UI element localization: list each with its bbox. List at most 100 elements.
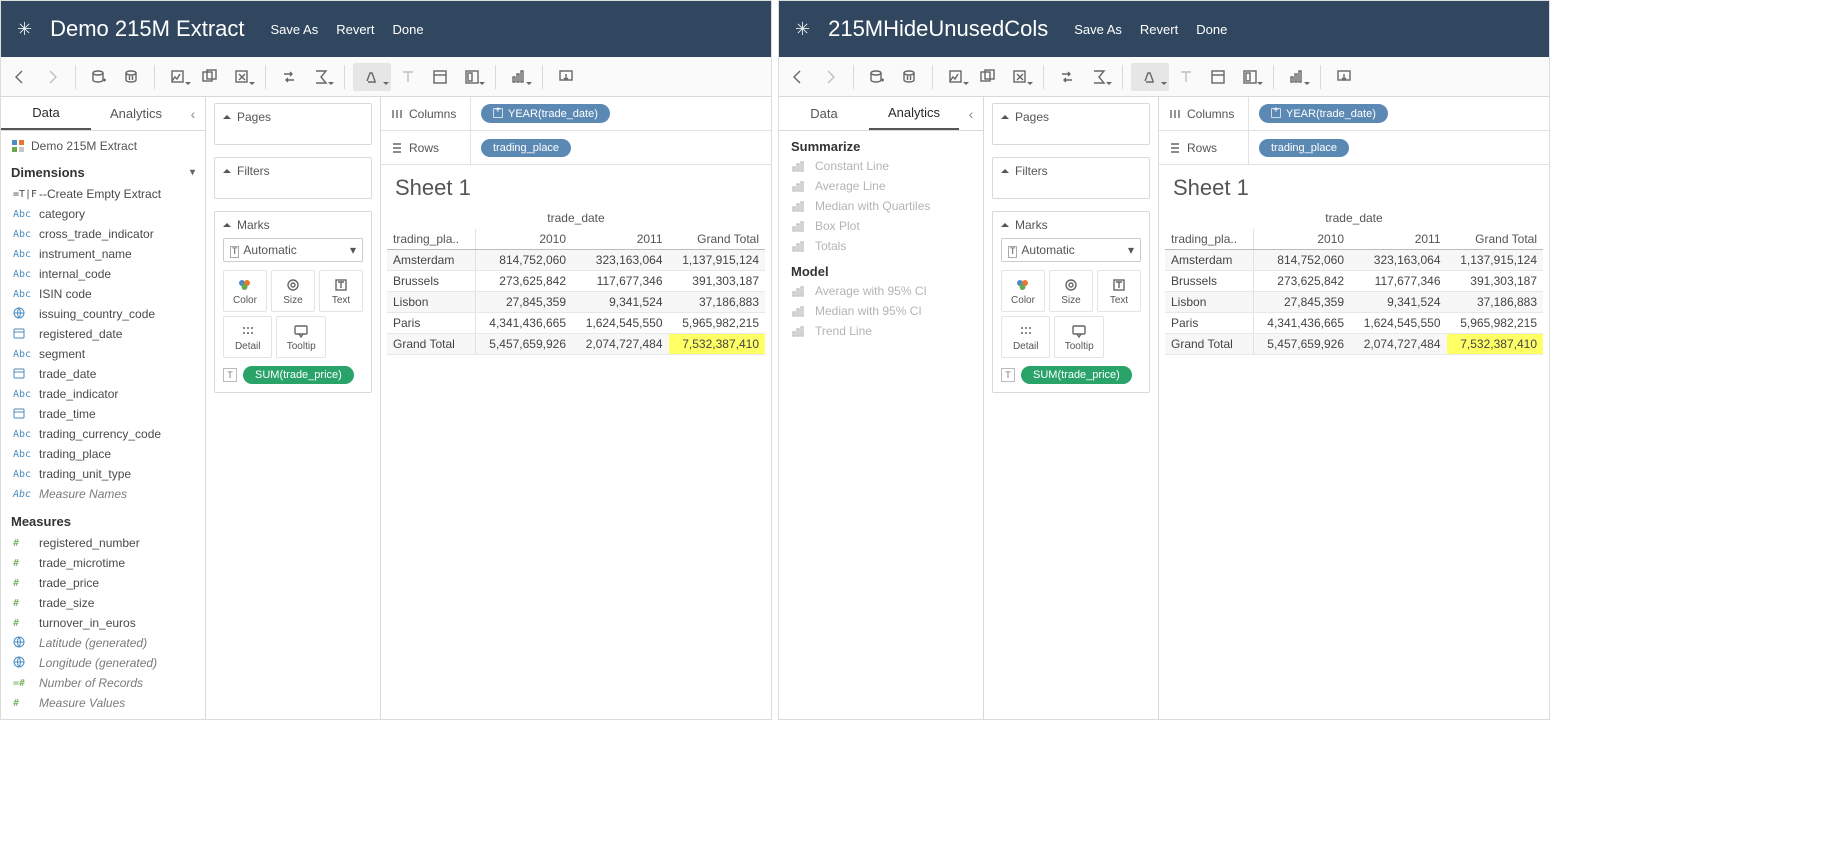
columns-pill-year-trade-date[interactable]: YEAR(trade_date) bbox=[1259, 104, 1388, 123]
mark-color-button[interactable]: Color bbox=[1001, 270, 1045, 312]
field-trade-indicator[interactable]: Abctrade_indicator bbox=[1, 384, 205, 404]
clear-sheet-button[interactable] bbox=[227, 63, 257, 91]
field-internal-code[interactable]: Abcinternal_code bbox=[1, 264, 205, 284]
columns-pill-year-trade-date[interactable]: YEAR(trade_date) bbox=[481, 104, 610, 123]
tab-data[interactable]: Data bbox=[779, 97, 869, 130]
save-as-button[interactable]: Save As bbox=[271, 22, 319, 37]
mark-detail-button[interactable]: Detail bbox=[223, 316, 272, 358]
mark-tooltip-button[interactable]: Tooltip bbox=[1054, 316, 1103, 358]
analytics-item-trend-line[interactable]: Trend Line bbox=[779, 321, 983, 341]
mark-text-button[interactable]: Text bbox=[1097, 270, 1141, 312]
filters-card[interactable]: Filters bbox=[214, 157, 372, 199]
rows-shelf[interactable]: Rows trading_place bbox=[381, 131, 771, 165]
new-datasource-button[interactable] bbox=[84, 63, 114, 91]
format-button[interactable] bbox=[425, 63, 455, 91]
tab-analytics[interactable]: Analytics bbox=[91, 97, 181, 130]
rows-pill-trading-place[interactable]: trading_place bbox=[481, 139, 571, 157]
columns-shelf[interactable]: Columns YEAR(trade_date) bbox=[1159, 97, 1549, 131]
download-button[interactable] bbox=[551, 63, 581, 91]
highlight-button[interactable] bbox=[353, 63, 391, 91]
mark-text-button[interactable]: Text bbox=[319, 270, 363, 312]
highlight-button[interactable] bbox=[1131, 63, 1169, 91]
grand-total-row[interactable]: Grand Total5,457,659,9262,074,727,4847,5… bbox=[387, 334, 765, 355]
fit-button[interactable] bbox=[457, 63, 487, 91]
analytics-item-box-plot[interactable]: Box Plot bbox=[779, 216, 983, 236]
revert-button[interactable]: Revert bbox=[336, 22, 374, 37]
swap-axes-button[interactable] bbox=[274, 63, 304, 91]
table-row[interactable]: Amsterdam814,752,060323,163,0641,137,915… bbox=[1165, 250, 1543, 271]
nav-forward-button[interactable] bbox=[815, 63, 845, 91]
field-isin-code[interactable]: AbcISIN code bbox=[1, 284, 205, 304]
pause-updates-button[interactable] bbox=[894, 63, 924, 91]
table-row[interactable]: Brussels273,625,842117,677,346391,303,18… bbox=[1165, 271, 1543, 292]
columns-shelf[interactable]: Columns YEAR(trade_date) bbox=[381, 97, 771, 131]
duplicate-sheet-button[interactable] bbox=[195, 63, 225, 91]
field-longitude-generated-[interactable]: Longitude (generated) bbox=[1, 653, 205, 673]
mark-detail-button[interactable]: Detail bbox=[1001, 316, 1050, 358]
rows-shelf[interactable]: Rows trading_place bbox=[1159, 131, 1549, 165]
mark-color-button[interactable]: Color bbox=[223, 270, 267, 312]
filters-card[interactable]: Filters bbox=[992, 157, 1150, 199]
sheet-title[interactable]: Sheet 1 bbox=[1173, 175, 1535, 201]
mark-size-button[interactable]: Size bbox=[1049, 270, 1093, 312]
sheet-title[interactable]: Sheet 1 bbox=[395, 175, 757, 201]
analytics-item-median-with-quartiles[interactable]: Median with Quartiles bbox=[779, 196, 983, 216]
text-label-button[interactable] bbox=[393, 63, 423, 91]
analytics-item-average-with-95-ci[interactable]: Average with 95% CI bbox=[779, 281, 983, 301]
done-button[interactable]: Done bbox=[393, 22, 424, 37]
field-measure-values[interactable]: #Measure Values bbox=[1, 693, 205, 713]
rows-pill-trading-place[interactable]: trading_place bbox=[1259, 139, 1349, 157]
new-sheet-button[interactable] bbox=[941, 63, 971, 91]
save-as-button[interactable]: Save As bbox=[1074, 22, 1122, 37]
table-row[interactable]: Paris4,341,436,6651,624,545,5505,965,982… bbox=[1165, 313, 1543, 334]
field-instrument-name[interactable]: Abcinstrument_name bbox=[1, 244, 205, 264]
field-registered-number[interactable]: #registered_number bbox=[1, 533, 205, 553]
datasource-row[interactable]: Demo 215M Extract bbox=[1, 131, 205, 161]
pages-card[interactable]: Pages bbox=[992, 103, 1150, 145]
field-trading-unit-type[interactable]: Abctrading_unit_type bbox=[1, 464, 205, 484]
format-button[interactable] bbox=[1203, 63, 1233, 91]
field-trade-price[interactable]: #trade_price bbox=[1, 573, 205, 593]
marks-pill-sum-trade-price[interactable]: SUM(trade_price) bbox=[1021, 366, 1132, 384]
field-registered-date[interactable]: registered_date bbox=[1, 324, 205, 344]
field-issuing-country-code[interactable]: issuing_country_code bbox=[1, 304, 205, 324]
field-trade-size[interactable]: #trade_size bbox=[1, 593, 205, 613]
table-row[interactable]: Brussels273,625,842117,677,346391,303,18… bbox=[387, 271, 765, 292]
field-trading-currency-code[interactable]: Abctrading_currency_code bbox=[1, 424, 205, 444]
show-me-button[interactable] bbox=[1282, 63, 1312, 91]
grand-total-row[interactable]: Grand Total5,457,659,9262,074,727,4847,5… bbox=[1165, 334, 1543, 355]
new-sheet-button[interactable] bbox=[163, 63, 193, 91]
field-category[interactable]: Abccategory bbox=[1, 204, 205, 224]
field-trade-time[interactable]: trade_time bbox=[1, 404, 205, 424]
mark-size-button[interactable]: Size bbox=[271, 270, 315, 312]
clear-sheet-button[interactable] bbox=[1005, 63, 1035, 91]
field-number-of-records[interactable]: =#Number of Records bbox=[1, 673, 205, 693]
download-button[interactable] bbox=[1329, 63, 1359, 91]
tab-data[interactable]: Data bbox=[1, 97, 91, 130]
done-button[interactable]: Done bbox=[1196, 22, 1227, 37]
mark-tooltip-button[interactable]: Tooltip bbox=[276, 316, 325, 358]
field-latitude-generated-[interactable]: Latitude (generated) bbox=[1, 633, 205, 653]
field-segment[interactable]: Abcsegment bbox=[1, 344, 205, 364]
marks-pill-sum-trade-price[interactable]: SUM(trade_price) bbox=[243, 366, 354, 384]
dimensions-menu-icon[interactable]: ▾ bbox=[190, 167, 195, 178]
totals-button[interactable] bbox=[1084, 63, 1114, 91]
field-measure-names[interactable]: AbcMeasure Names bbox=[1, 484, 205, 504]
analytics-item-constant-line[interactable]: Constant Line bbox=[779, 156, 983, 176]
table-row[interactable]: Amsterdam814,752,060323,163,0641,137,915… bbox=[387, 250, 765, 271]
nav-forward-button[interactable] bbox=[37, 63, 67, 91]
table-row[interactable]: Paris4,341,436,6651,624,545,5505,965,982… bbox=[387, 313, 765, 334]
totals-button[interactable] bbox=[306, 63, 336, 91]
pause-updates-button[interactable] bbox=[116, 63, 146, 91]
table-row[interactable]: Lisbon27,845,3599,341,52437,186,883 bbox=[1165, 292, 1543, 313]
nav-back-button[interactable] bbox=[5, 63, 35, 91]
revert-button[interactable]: Revert bbox=[1140, 22, 1178, 37]
new-datasource-button[interactable] bbox=[862, 63, 892, 91]
pages-card[interactable]: Pages bbox=[214, 103, 372, 145]
nav-back-button[interactable] bbox=[783, 63, 813, 91]
duplicate-sheet-button[interactable] bbox=[973, 63, 1003, 91]
marks-type-select[interactable]: TAutomatic▾ bbox=[1001, 238, 1141, 262]
analytics-item-average-line[interactable]: Average Line bbox=[779, 176, 983, 196]
field-trading-place[interactable]: Abctrading_place bbox=[1, 444, 205, 464]
field-turnover-in-euros[interactable]: #turnover_in_euros bbox=[1, 613, 205, 633]
